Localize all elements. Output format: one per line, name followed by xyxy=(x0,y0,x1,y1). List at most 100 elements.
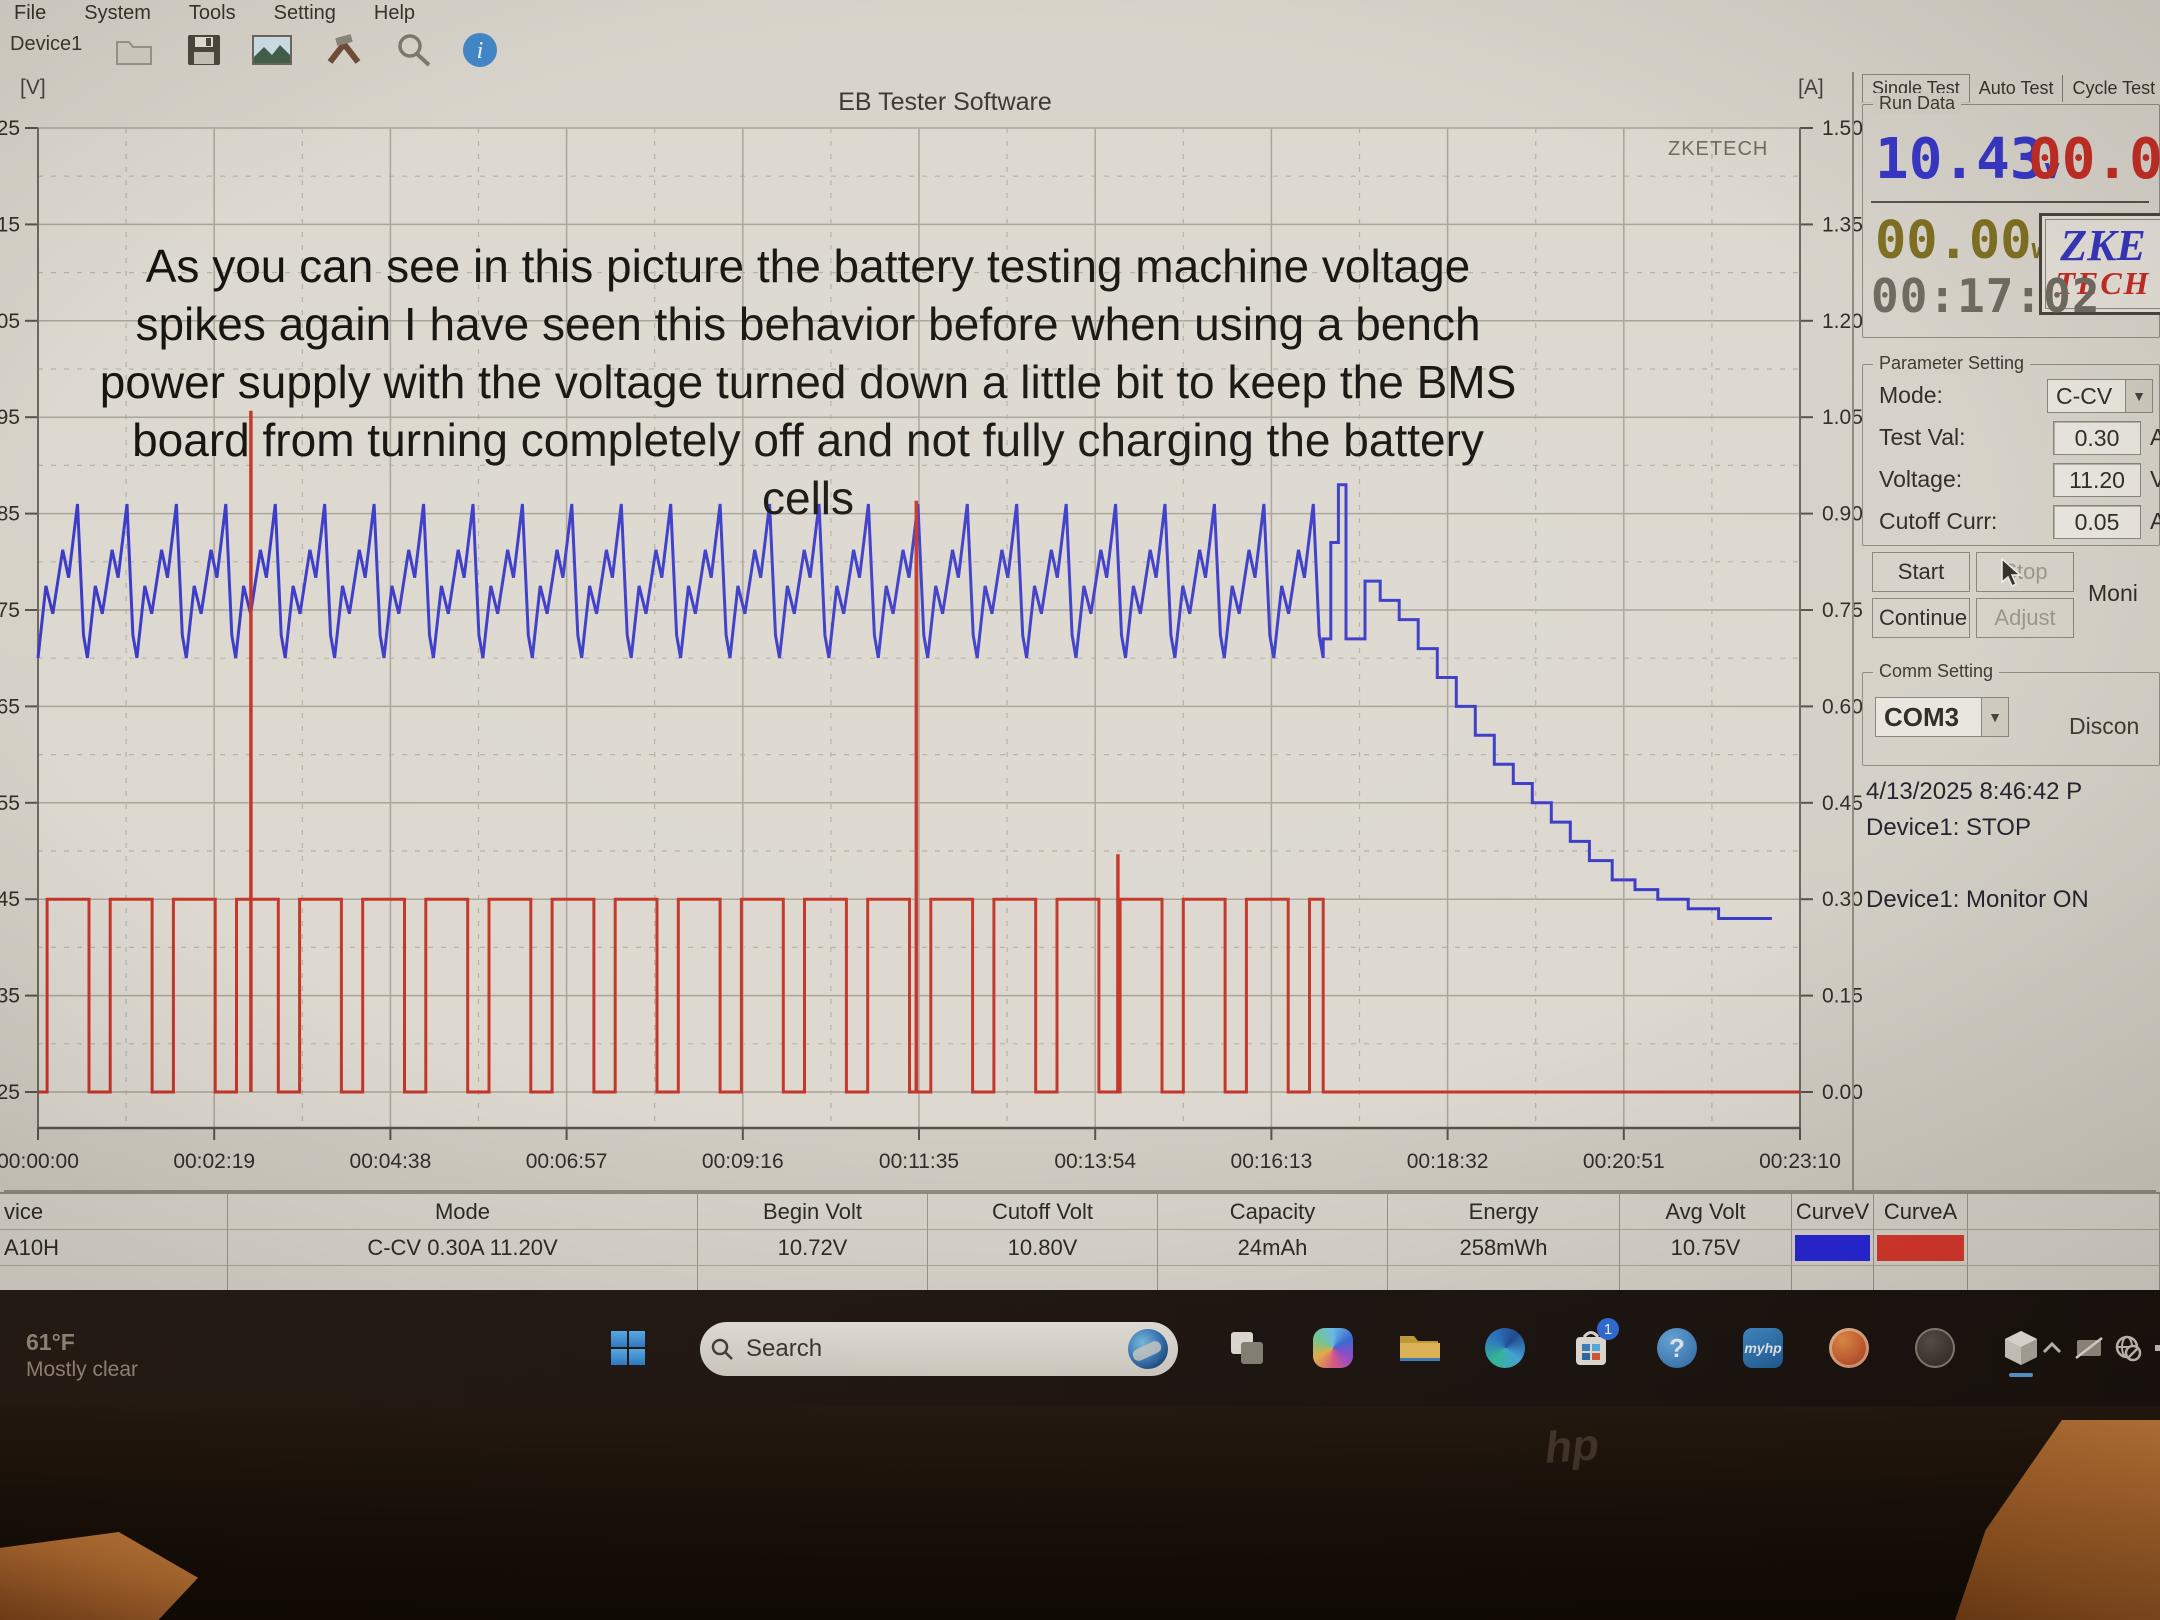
chevron-up-icon[interactable] xyxy=(2040,1338,2064,1358)
store-badge: 1 xyxy=(1597,1318,1619,1340)
log-line: Device1: STOP xyxy=(1866,814,2031,841)
left-axis-tick-label: 11.05 xyxy=(0,310,20,333)
weather-widget[interactable]: 61°F Mostly clear xyxy=(26,1328,138,1383)
right-axis-unit: [A] xyxy=(1798,76,1824,99)
weather-temp: 61°F xyxy=(26,1329,75,1355)
column-header: Capacity xyxy=(1158,1194,1388,1230)
image-export-icon[interactable] xyxy=(250,29,294,71)
left-axis-tick-label: 10.25 xyxy=(0,1081,20,1104)
empty-cell xyxy=(698,1266,928,1290)
taskbar: 61°F Mostly clear Search 1 ? xyxy=(0,1290,2160,1406)
app-dark-icon[interactable] xyxy=(1913,1326,1957,1370)
run-data-label: Run Data xyxy=(1873,93,1962,114)
copilot-icon[interactable] xyxy=(1311,1326,1355,1370)
cutoff-curr-label: Cutoff Curr: xyxy=(1879,508,1998,534)
column-header: Begin Volt xyxy=(698,1194,928,1230)
x-axis-tick-label: 00:09:16 xyxy=(702,1150,784,1173)
volume-icon[interactable] xyxy=(2152,1335,2160,1361)
x-axis-tick-label: 00:11:35 xyxy=(879,1150,959,1173)
x-axis-tick-label: 00:18:32 xyxy=(1407,1150,1489,1173)
empty-cell xyxy=(1388,1266,1620,1290)
disconnect-button[interactable]: Discon xyxy=(2069,713,2140,739)
x-axis-tick-label: 00:20:51 xyxy=(1583,1150,1665,1173)
curve-a-cell xyxy=(1874,1230,1968,1266)
menu-item-file[interactable]: File xyxy=(14,2,47,24)
cutoff-curr-input[interactable]: 0.05 xyxy=(2053,505,2141,539)
adjust-button[interactable]: Adjust xyxy=(1976,598,2074,638)
stop-button[interactable]: Stop xyxy=(1976,552,2074,592)
start-menu-button[interactable] xyxy=(606,1326,650,1370)
package-app-icon[interactable] xyxy=(1999,1326,2043,1377)
x-axis-tick-label: 00:00:00 xyxy=(0,1150,79,1173)
myhp-icon[interactable]: myhp xyxy=(1741,1326,1785,1370)
search-input[interactable]: Search xyxy=(700,1322,1178,1376)
com-port-select[interactable]: COM3 ▼ xyxy=(1875,697,2009,737)
help-icon[interactable]: ? xyxy=(1655,1326,1699,1370)
column-value: 258mWh xyxy=(1388,1230,1620,1266)
empty-cell xyxy=(1792,1266,1874,1290)
task-view-icon[interactable] xyxy=(1225,1326,1269,1370)
column-value: 10.75V xyxy=(1620,1230,1792,1266)
annotation-line: As you can see in this picture the batte… xyxy=(145,240,1471,292)
menu-item-help[interactable]: Help xyxy=(373,2,416,24)
parameter-setting-group: Parameter Setting Mode: C-CV ▼ Test Val: … xyxy=(1862,353,2160,546)
left-axis-tick-label: 10.45 xyxy=(0,888,20,911)
left-axis-tick-label: 10.35 xyxy=(0,985,20,1008)
device-cell: A10H xyxy=(0,1230,228,1266)
app-red-icon[interactable] xyxy=(1827,1326,1871,1370)
annotation-line: cells xyxy=(761,471,855,524)
menu-item-setting[interactable]: Setting xyxy=(273,2,336,24)
start-button[interactable]: Start xyxy=(1872,552,1970,592)
mode-label: Mode: xyxy=(1879,382,1943,408)
voltage-input[interactable]: 11.20 xyxy=(2053,463,2141,497)
menu-item-system[interactable]: System xyxy=(84,2,151,24)
search-icon xyxy=(711,1338,733,1360)
empty-cell xyxy=(1968,1266,2160,1290)
right-panel: Single Test Auto Test Cycle Test Run Dat… xyxy=(1852,72,2160,1190)
tab-auto-test[interactable]: Auto Test xyxy=(1970,75,2064,102)
summary-table: vice Mode Begin Volt Cutoff Volt Capacity Ene… xyxy=(0,1192,2160,1290)
chevron-down-icon[interactable]: ▼ xyxy=(1981,698,2008,736)
left-axis-tick-label: 10.85 xyxy=(0,503,20,526)
column-header: Cutoff Volt xyxy=(928,1194,1158,1230)
x-axis-tick-label: 00:16:13 xyxy=(1231,1150,1313,1173)
curve-a-swatch xyxy=(1877,1234,1964,1261)
zoom-icon[interactable] xyxy=(392,29,436,71)
chevron-down-icon[interactable]: ▼ xyxy=(2125,380,2152,412)
chart-title: EB Tester Software xyxy=(838,88,1052,116)
x-axis-tick-label: 00:06:57 xyxy=(526,1150,608,1173)
x-axis-tick-label: 00:02:19 xyxy=(173,1150,255,1173)
log-line: Device1: Monitor ON xyxy=(1866,886,2089,913)
store-icon[interactable]: 1 xyxy=(1569,1318,1619,1370)
power-display: 00.00w xyxy=(1875,211,2048,271)
tools-icon[interactable] xyxy=(322,29,366,71)
app-screen: File System Tools Setting Help Device1 i [V] xyxy=(0,0,2160,1290)
device-cell: vice xyxy=(0,1194,228,1230)
file-explorer-icon[interactable] xyxy=(1397,1326,1441,1370)
save-icon[interactable] xyxy=(182,29,226,71)
annotation-line: board from turning completely off and no… xyxy=(132,413,1484,466)
annotation-overlay: As you can see in this picture the batte… xyxy=(8,238,1608,528)
system-tray xyxy=(2040,1326,2160,1370)
tab-cycle-test[interactable]: Cycle Test xyxy=(2063,75,2160,102)
test-val-input[interactable]: 0.30 xyxy=(2053,421,2141,455)
curve-v-swatch xyxy=(1795,1234,1870,1261)
open-file-icon[interactable] xyxy=(112,29,156,71)
edge-icon[interactable] xyxy=(1483,1326,1527,1370)
menu-bar: File System Tools Setting Help xyxy=(0,0,2160,27)
active-app-indicator xyxy=(2009,1373,2033,1377)
mode-select[interactable]: C-CV ▼ xyxy=(2047,379,2153,413)
info-icon[interactable]: i xyxy=(458,29,502,71)
laptop-bezel: hp xyxy=(0,1406,2160,1620)
screen-cast-off-icon[interactable] xyxy=(2074,1336,2104,1360)
curve-a-header: CurveA xyxy=(1874,1194,1968,1230)
column-header: Avg Volt xyxy=(1620,1194,1792,1230)
current-curve xyxy=(38,897,1800,1094)
voltage-label: Voltage: xyxy=(1879,466,1963,492)
network-offline-icon[interactable] xyxy=(2114,1334,2142,1362)
continue-button[interactable]: Continue xyxy=(1872,598,1970,638)
log-line: 4/13/2025 8:46:42 P xyxy=(1866,778,2083,805)
filler-cell xyxy=(1968,1194,2160,1230)
menu-item-tools[interactable]: Tools xyxy=(188,2,236,24)
x-axis-tick-label: 00:23:10 xyxy=(1759,1150,1841,1173)
